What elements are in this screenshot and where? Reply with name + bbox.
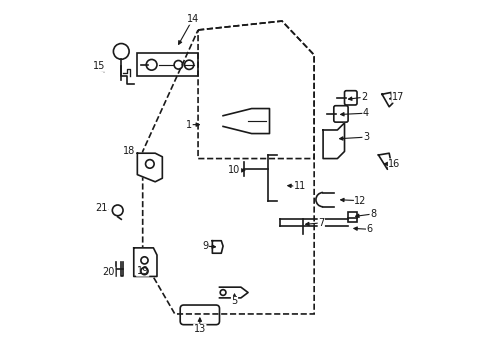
Text: 8: 8 (369, 209, 375, 219)
Text: 5: 5 (231, 296, 237, 306)
Text: 11: 11 (293, 181, 305, 192)
Text: 7: 7 (318, 218, 324, 228)
Polygon shape (323, 123, 344, 158)
Text: 6: 6 (366, 224, 372, 234)
Text: 19: 19 (136, 266, 148, 276)
Text: 1: 1 (186, 120, 192, 130)
Text: 2: 2 (360, 92, 366, 102)
Text: 13: 13 (193, 324, 205, 334)
Bar (347, 212, 356, 222)
Text: 21: 21 (95, 203, 107, 213)
Text: 4: 4 (362, 108, 368, 118)
Text: 15: 15 (92, 62, 105, 71)
Text: 3: 3 (362, 132, 368, 142)
Polygon shape (212, 241, 223, 253)
Polygon shape (381, 93, 392, 107)
Text: 9: 9 (202, 241, 208, 251)
Polygon shape (378, 153, 390, 169)
Text: 20: 20 (102, 267, 115, 277)
Text: 17: 17 (391, 92, 404, 102)
Polygon shape (134, 248, 157, 276)
Text: 16: 16 (387, 159, 400, 169)
Polygon shape (137, 153, 162, 182)
Bar (137, 53, 198, 76)
Text: 12: 12 (354, 196, 366, 206)
Text: 14: 14 (186, 14, 199, 24)
Polygon shape (223, 109, 269, 134)
Text: 18: 18 (123, 146, 135, 156)
Text: 10: 10 (228, 165, 240, 175)
